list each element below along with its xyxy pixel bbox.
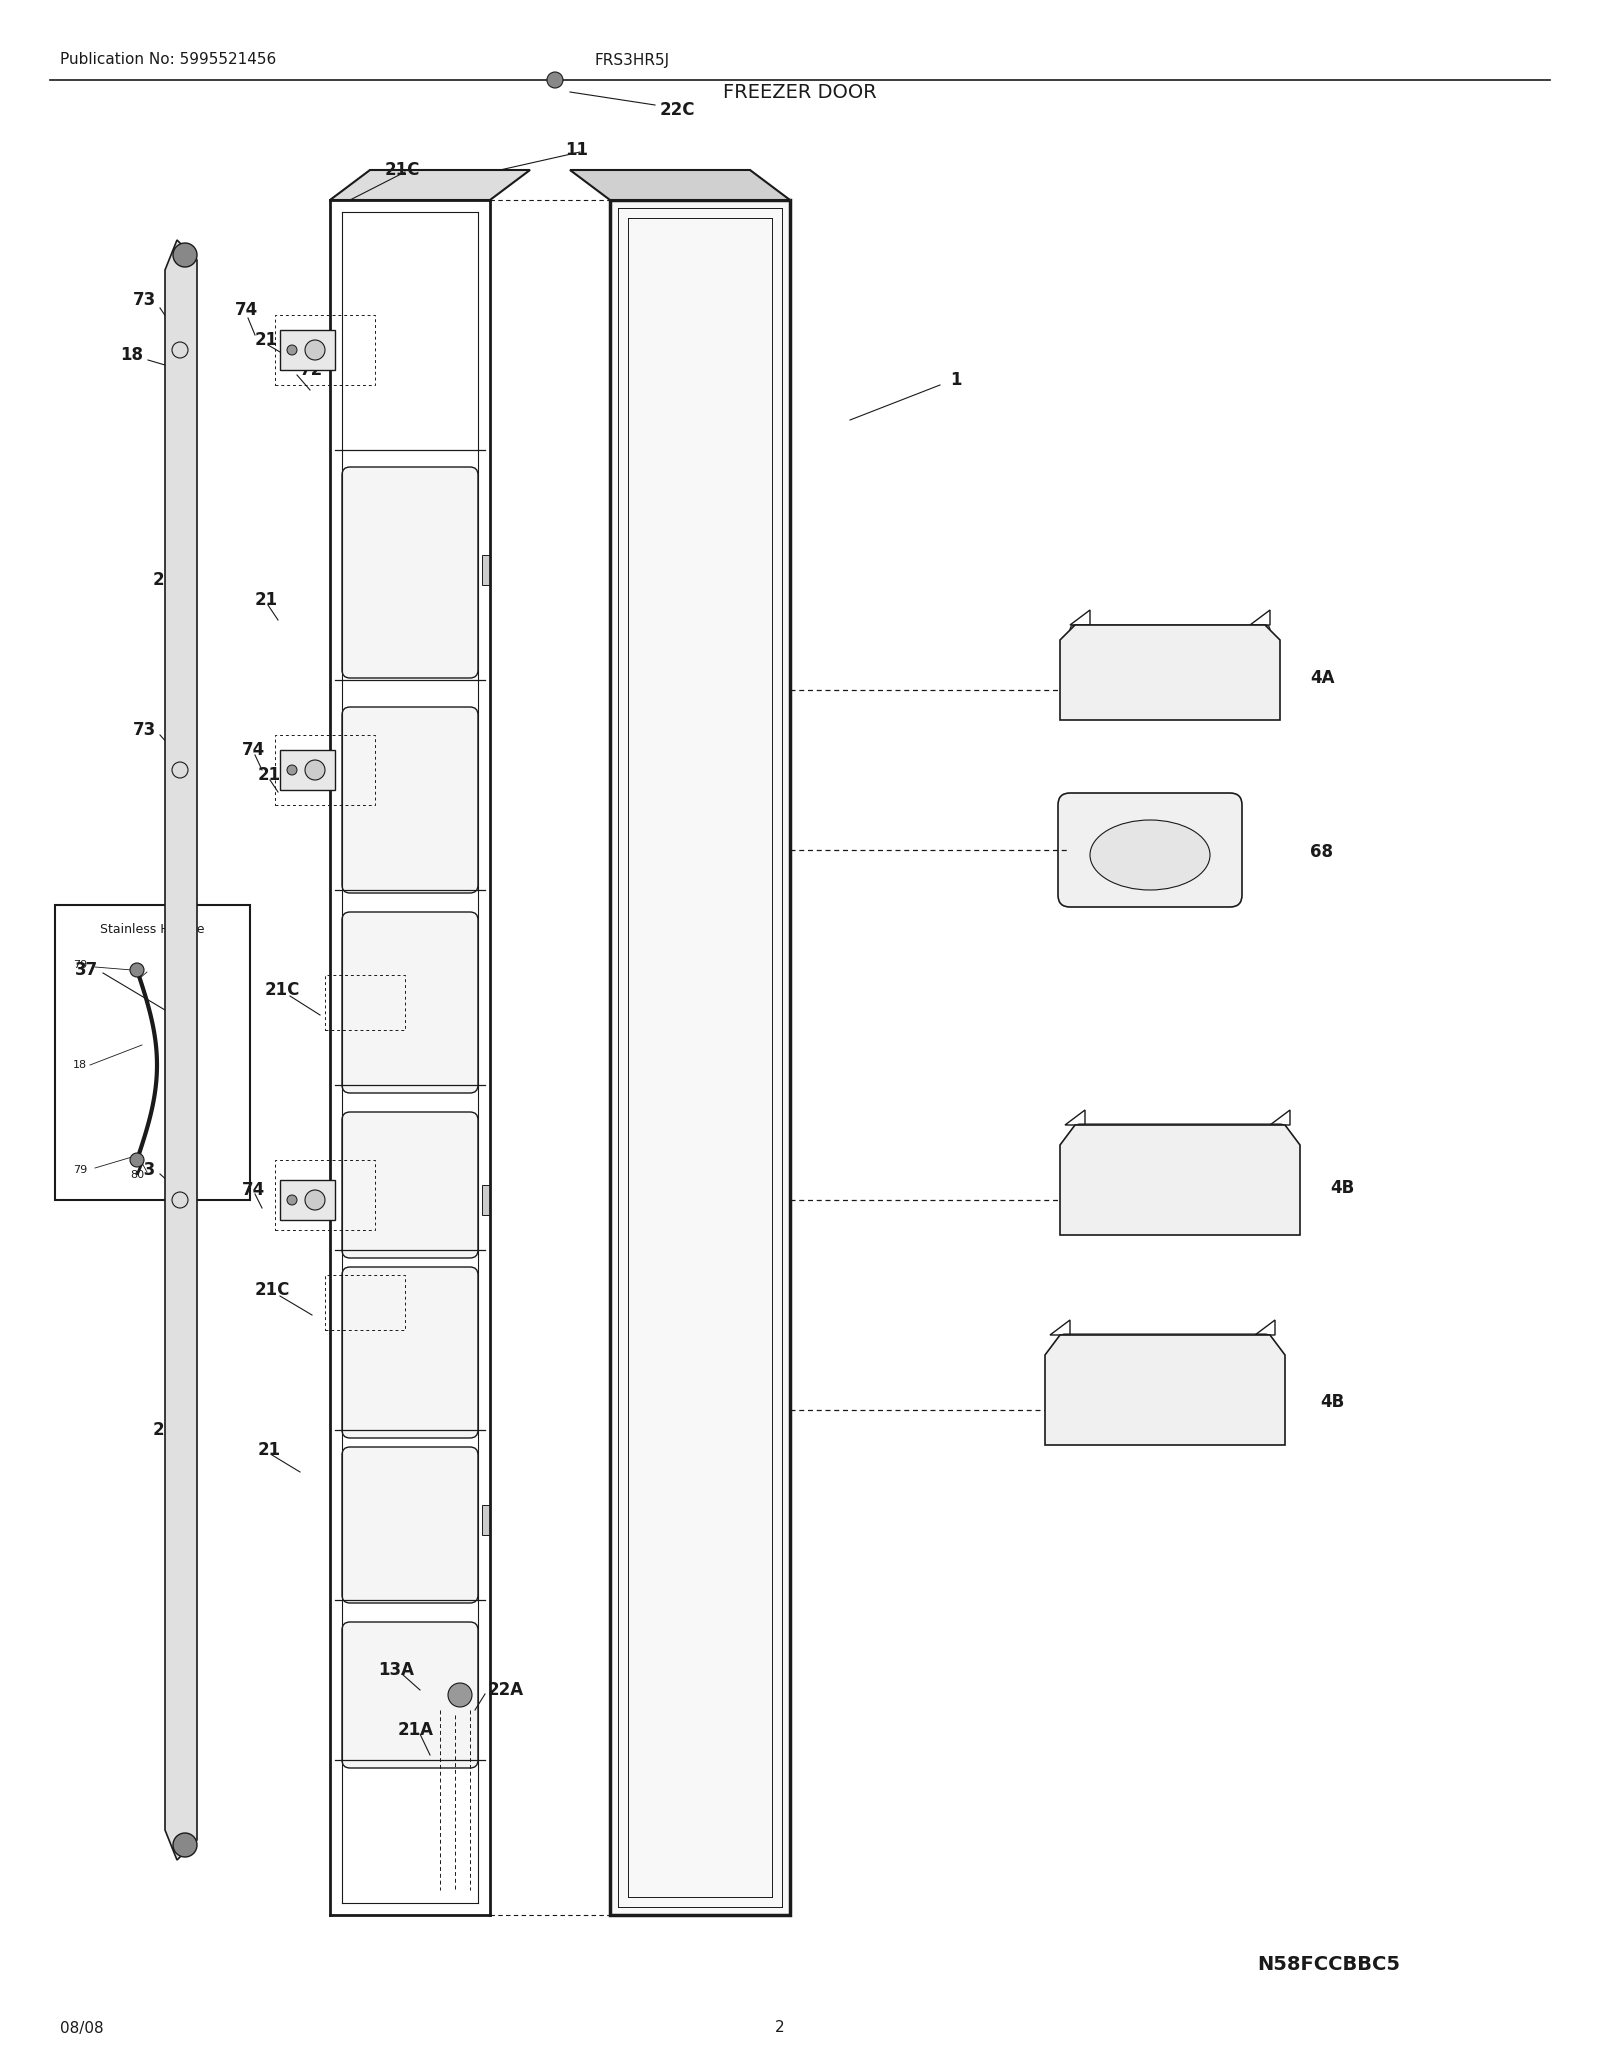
Ellipse shape bbox=[1090, 820, 1210, 890]
Text: 21C: 21C bbox=[266, 981, 301, 1000]
Bar bbox=[280, 749, 334, 791]
FancyBboxPatch shape bbox=[342, 1447, 478, 1602]
Text: 73: 73 bbox=[133, 292, 157, 308]
Text: 11: 11 bbox=[565, 141, 589, 159]
Bar bbox=[280, 329, 334, 371]
FancyBboxPatch shape bbox=[1074, 1124, 1286, 1232]
FancyBboxPatch shape bbox=[342, 1623, 478, 1768]
Text: FREEZER DOOR: FREEZER DOOR bbox=[723, 83, 877, 101]
FancyBboxPatch shape bbox=[342, 913, 478, 1093]
Circle shape bbox=[306, 1190, 325, 1211]
Text: 74: 74 bbox=[242, 1182, 266, 1199]
Polygon shape bbox=[1059, 1124, 1299, 1236]
Text: 4A: 4A bbox=[1310, 669, 1334, 687]
Text: 4B: 4B bbox=[1330, 1180, 1354, 1196]
Text: 1: 1 bbox=[950, 371, 962, 389]
Circle shape bbox=[173, 1192, 189, 1209]
Text: 18: 18 bbox=[120, 346, 142, 364]
Text: 73: 73 bbox=[133, 1161, 157, 1180]
Text: 21C: 21C bbox=[386, 161, 421, 178]
FancyBboxPatch shape bbox=[342, 468, 478, 679]
Text: 21: 21 bbox=[254, 331, 278, 350]
Bar bbox=[325, 1275, 405, 1331]
Bar bbox=[275, 1159, 374, 1230]
FancyBboxPatch shape bbox=[342, 708, 478, 892]
Circle shape bbox=[173, 1834, 197, 1857]
Polygon shape bbox=[1045, 1335, 1285, 1445]
Text: 21A: 21A bbox=[398, 1720, 434, 1739]
Text: Stainless Handle: Stainless Handle bbox=[99, 923, 205, 936]
Text: 4B: 4B bbox=[1320, 1393, 1344, 1412]
Circle shape bbox=[173, 242, 197, 267]
Text: 80: 80 bbox=[130, 965, 144, 975]
Text: 68: 68 bbox=[1310, 842, 1333, 861]
Text: 2: 2 bbox=[774, 2020, 786, 2035]
Text: 22C: 22C bbox=[661, 101, 696, 118]
Text: 72: 72 bbox=[301, 1190, 323, 1209]
Circle shape bbox=[286, 766, 298, 774]
FancyBboxPatch shape bbox=[1058, 793, 1242, 907]
Text: 74: 74 bbox=[235, 300, 258, 319]
Polygon shape bbox=[1059, 625, 1280, 720]
Bar bbox=[275, 315, 374, 385]
Circle shape bbox=[448, 1683, 472, 1708]
Bar bbox=[280, 1180, 334, 1219]
Text: 73: 73 bbox=[133, 720, 157, 739]
FancyBboxPatch shape bbox=[342, 1267, 478, 1439]
Bar bbox=[482, 1184, 490, 1215]
Text: 21: 21 bbox=[258, 1441, 282, 1459]
Text: N58FCCBBC5: N58FCCBBC5 bbox=[1258, 1956, 1400, 1975]
Text: 13A: 13A bbox=[378, 1660, 414, 1679]
Circle shape bbox=[547, 72, 563, 89]
Circle shape bbox=[173, 762, 189, 778]
Text: Publication No: 5995521456: Publication No: 5995521456 bbox=[61, 52, 277, 68]
Text: FRS3HR5J: FRS3HR5J bbox=[595, 52, 670, 68]
Polygon shape bbox=[570, 170, 790, 201]
Text: 37: 37 bbox=[75, 960, 98, 979]
Text: 21: 21 bbox=[154, 571, 176, 590]
Text: 80: 80 bbox=[130, 1170, 144, 1180]
Bar bbox=[610, 201, 790, 1915]
FancyBboxPatch shape bbox=[1059, 1333, 1270, 1441]
Circle shape bbox=[173, 342, 189, 358]
Bar bbox=[54, 905, 250, 1201]
FancyBboxPatch shape bbox=[342, 1112, 478, 1259]
Bar bbox=[325, 975, 405, 1031]
Circle shape bbox=[130, 1153, 144, 1167]
Text: 08/08: 08/08 bbox=[61, 2020, 104, 2035]
Text: 72: 72 bbox=[301, 360, 323, 379]
Circle shape bbox=[286, 346, 298, 354]
Bar bbox=[482, 1505, 490, 1536]
Polygon shape bbox=[165, 240, 197, 1861]
Text: 74: 74 bbox=[242, 741, 266, 760]
Text: 22A: 22A bbox=[488, 1681, 525, 1699]
Bar bbox=[275, 735, 374, 805]
Text: 79: 79 bbox=[74, 960, 88, 971]
Text: 21: 21 bbox=[254, 592, 278, 609]
Text: 21: 21 bbox=[258, 766, 282, 785]
Text: 79: 79 bbox=[74, 1165, 88, 1176]
Circle shape bbox=[286, 1194, 298, 1205]
Bar bbox=[482, 555, 490, 586]
Circle shape bbox=[130, 963, 144, 977]
Polygon shape bbox=[330, 170, 530, 201]
Text: 21: 21 bbox=[154, 1420, 176, 1439]
Text: 21C: 21C bbox=[254, 1281, 290, 1300]
FancyBboxPatch shape bbox=[1070, 625, 1270, 714]
Circle shape bbox=[306, 339, 325, 360]
Text: 18: 18 bbox=[74, 1060, 86, 1070]
Circle shape bbox=[306, 760, 325, 780]
